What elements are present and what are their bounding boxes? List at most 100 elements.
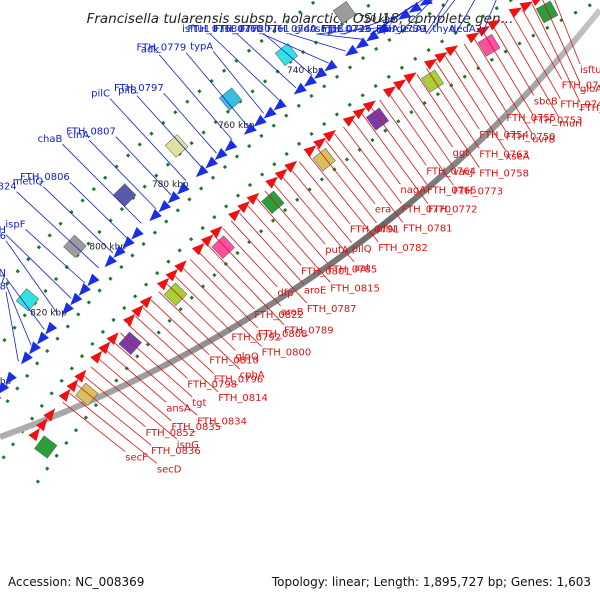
gene-label-reverse: FTH_0750 [506, 132, 556, 143]
gene-leader-line [554, 0, 581, 65]
gene-label-reverse: putA [325, 245, 349, 256]
gene-label-reverse: FTH_0753 [533, 116, 583, 127]
cds-arrow [265, 176, 279, 189]
gene-leader-line [5, 234, 72, 299]
gene-label-layer: dedA2thyAdedA1FTH_0739rpiAFTH_0726FTH_07… [0, 0, 600, 475]
gene-leader-line [379, 99, 427, 166]
gene-leader-line [158, 291, 240, 370]
feature-block [332, 1, 356, 25]
gene-leader-line [316, 147, 377, 224]
cds-arrow [303, 75, 317, 87]
gene-label-reverse: FTH_0772 [428, 205, 478, 216]
cds-arrow [66, 379, 79, 393]
gene-label-forward: smpB [315, 24, 343, 35]
gene-leader-line [425, 68, 480, 149]
gene-label-reverse: murI [559, 119, 582, 130]
feature-block [261, 190, 285, 214]
gene-leader-line [98, 358, 172, 422]
cds-arrow [167, 191, 181, 204]
gene-leader-line [5, 284, 32, 346]
gene-leader-line [531, 4, 581, 103]
gene-leader-line [69, 392, 158, 464]
gene-leader-line [222, 228, 278, 288]
gene-leader-line [198, 251, 255, 310]
gene-leader-line [289, 33, 346, 52]
gene-leader-line [416, 74, 480, 168]
gene-label-forward: FTH_0739 [376, 24, 426, 35]
gene-label-forward: FTH_0797 [114, 83, 164, 94]
gene-label-forward: adk [141, 45, 159, 56]
cds-arrow [149, 208, 162, 222]
gene-leader-line [16, 191, 99, 269]
gene-label-forward: FTH_0760 [213, 24, 263, 35]
gene-leader-line [127, 324, 188, 379]
gene-leader-line [143, 307, 214, 374]
gene-leader-line [483, 32, 534, 115]
gene-leader-line [166, 283, 236, 351]
gene-leader-line [255, 197, 331, 283]
feature-block [164, 134, 189, 158]
cds-arrow [466, 32, 480, 44]
gene-label-reverse: FTH_0798 [187, 379, 237, 390]
gene-label-forward: dedA1 [396, 24, 428, 35]
cds-arrow [35, 418, 48, 432]
cds-arrow [434, 52, 448, 63]
cds-arrow [313, 137, 327, 150]
cds-arrow [403, 72, 417, 84]
feature-block [218, 87, 243, 111]
gene-label-reverse: FTH_0808 [258, 329, 308, 340]
gene-leader-line [5, 277, 45, 330]
cds-arrow [519, 1, 533, 12]
gene-label-reverse: cphA [240, 370, 265, 381]
gene-label-reverse: secD [157, 464, 182, 475]
gene-leader-line [83, 375, 146, 428]
gene-leader-line [230, 220, 308, 304]
gene-leader-line [69, 181, 128, 239]
cds-arrow [366, 30, 380, 42]
gene-label-reverse: gloA [580, 84, 600, 95]
gene-label-forward: FTH_0824 [0, 182, 17, 193]
cds-arrow [200, 234, 214, 247]
scale-tick-label: 780 kbp [152, 180, 189, 190]
cds-arrow [531, 0, 541, 6]
scale-tick-label: 720 kbp [359, 15, 396, 25]
scale-tick-label: 800 kbp [89, 243, 126, 253]
feature-block [274, 43, 299, 67]
gene-leader-line [428, 0, 456, 35]
cds-arrow [205, 156, 218, 169]
cds-arrow [195, 165, 209, 178]
gene-leader-line [463, 43, 507, 113]
cds-arrow [444, 45, 459, 57]
gene-label-forward: FTH_0806 [20, 172, 70, 183]
gene-leader-line [43, 186, 114, 254]
cds-arrow [156, 277, 170, 291]
gene-label-reverse: era [375, 205, 391, 216]
cds-arrow [508, 7, 523, 18]
gene-leader-line [105, 349, 167, 403]
gene-label-reverse: FTH_0796 [214, 374, 264, 385]
gene-leader-line [435, 61, 480, 130]
gene-leader-line [542, 0, 581, 84]
gene-leader-line [444, 55, 506, 151]
gene-label-reverse: FTH_0781 [403, 224, 453, 235]
gene-label-reverse: FTH_0835 [171, 422, 221, 433]
cds-arrow [397, 8, 412, 20]
cds-arrow [191, 243, 205, 256]
gene-label-forward: FTH_0846 [0, 231, 6, 242]
cds-arrow [228, 209, 241, 222]
gene-leader-line [239, 212, 305, 285]
gene-label-reverse: ispG [177, 440, 199, 451]
gene-leader-line [361, 113, 429, 204]
cds-arrow [98, 341, 111, 355]
cds-arrow [131, 304, 144, 318]
gene-label-forward: FTH_0807 [66, 127, 116, 138]
cds-arrow [209, 225, 223, 239]
gene-label-forward: ispF [5, 219, 25, 230]
gene-leader-line [190, 259, 259, 329]
gene-leader-line [454, 49, 507, 132]
gene-label-reverse: FTH_0773 [453, 186, 503, 197]
feature-block [477, 33, 501, 57]
gene-leader-line [90, 366, 178, 440]
gene-label-reverse: FTH_0801 [301, 266, 351, 277]
